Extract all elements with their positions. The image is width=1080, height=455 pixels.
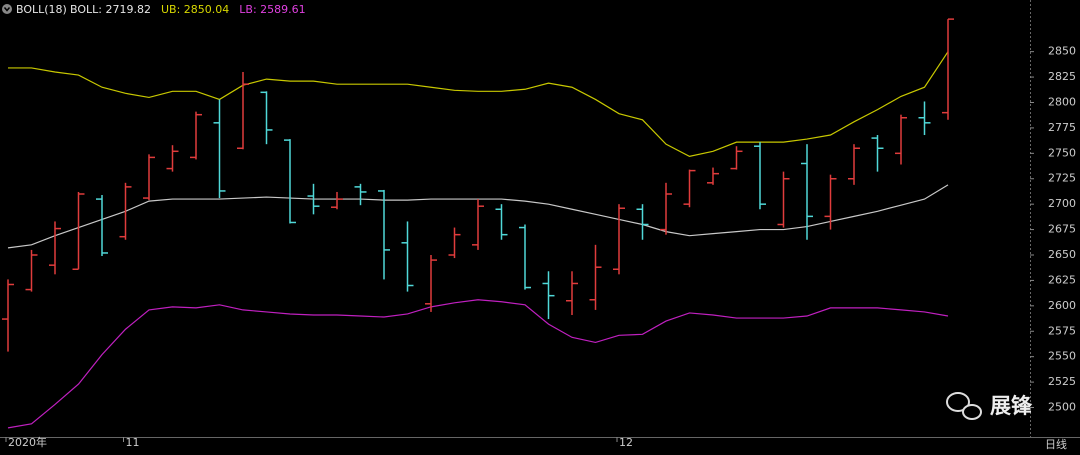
ohlc-bar [918,101,931,136]
y-tick-label: 2525 [1048,375,1076,388]
watermark-text: 展锋 [990,394,1033,418]
x-tick-label: 2020年 [8,435,47,449]
collapse-arrow [3,7,11,12]
ohlc-bar [801,144,813,240]
ohlc-bar [730,146,743,170]
ohlc-bar [895,114,907,165]
y-tick-label: 2725 [1048,172,1076,185]
ohlc-bar [354,183,367,206]
ohlc-bar [25,249,38,292]
ohlc-bar [213,99,226,199]
ohlc-bar [754,142,766,210]
watermark: 展锋 [946,392,1033,420]
ohlc-bar [237,71,249,150]
ohlc-bar [566,271,578,315]
ohlc-bar [613,204,625,275]
ohlc-bar [542,271,555,320]
watermark-icon [946,392,970,412]
ohlc-bar [96,195,108,257]
ohlc-bar [190,111,202,160]
ohlc-bar [519,224,531,290]
ohlc-bar [589,244,602,310]
y-tick-label: 2600 [1048,299,1076,312]
y-tick-label: 2625 [1048,273,1076,286]
ohlc-bar [166,145,179,172]
y-tick-label: 2575 [1048,324,1076,337]
y-tick-label: 2650 [1048,248,1076,261]
ohlc-bar [307,183,320,215]
ohlc-bar [871,135,884,172]
legend-entry: BOLL: 2719.82 [70,3,151,16]
y-tick-label: 2750 [1048,146,1076,159]
ohlc-bar [848,144,860,185]
band-line [8,51,949,158]
band-line [7,184,949,249]
y-tick-label: 2800 [1048,95,1076,108]
legend-entry: LB: 2589.61 [239,3,305,16]
y-tick-label: 2500 [1048,401,1076,414]
legend-entry: UB: 2850.04 [161,3,229,16]
ohlc-bar [378,189,390,280]
collapse-icon[interactable] [2,4,12,14]
ohlc-bar [472,199,484,250]
indicator-name: BOLL(18) [16,3,67,16]
y-tick-label: 2775 [1048,121,1076,134]
ohlc-bar [72,191,85,270]
ohlc-bar [824,174,837,230]
ohlc-bar [942,18,954,120]
ohlc-bar [636,204,649,240]
x-tick-label: 11 [126,436,140,449]
ohlc-bar [707,167,719,185]
ohlc-bar [2,279,14,352]
x-tick-label: 12 [619,436,633,449]
ohlc-bar [49,221,61,275]
ohlc-bar [495,204,508,240]
period-label[interactable]: 日线 [1045,437,1067,451]
watermark-icon [962,404,982,420]
y-tick-label: 2700 [1048,197,1076,210]
ohlc-bar [425,255,437,312]
ohlc-bar [284,139,296,224]
y-tick-label: 2675 [1048,223,1076,236]
y-tick-label: 2825 [1048,70,1076,83]
ohlc-bar [660,182,672,235]
ohlc-bar [143,154,155,201]
ohlc-bar [683,169,696,208]
ohlc-bar [260,91,273,145]
ohlc-bar [401,221,414,292]
y-tick-label: 2550 [1048,350,1076,363]
ohlc-bar [331,191,343,210]
band-line [7,299,949,429]
ohlc-bar [119,182,132,240]
y-tick-label: 2850 [1048,45,1076,58]
ohlc-bar [777,171,790,228]
ohlc-bar [448,227,461,259]
